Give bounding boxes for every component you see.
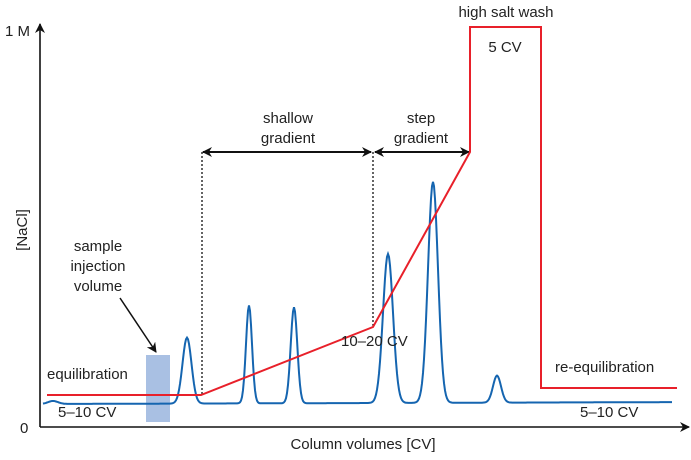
- high-salt-wash-volume: 5 CV: [488, 39, 522, 56]
- y-axis-label: [NaCl]: [13, 209, 31, 251]
- salt-concentration-line: [47, 26, 677, 396]
- sample-injection-arrow: [119, 297, 157, 353]
- sample-injection-label: sample injection volume: [70, 238, 126, 295]
- equilibration-volume: 5–10 CV: [58, 404, 117, 421]
- shallow-gradient-label: shallow gradient: [260, 110, 316, 147]
- equilibration-label: equilibration: [47, 366, 128, 383]
- chromatogram-trace: [42, 181, 672, 405]
- re-equilibration-label: re-equilibration: [555, 359, 655, 376]
- sample-injection-band: [146, 355, 170, 422]
- x-axis-label: Column volumes [CV]: [290, 436, 436, 453]
- re-equilibration-volume: 5–10 CV: [580, 404, 639, 421]
- step-gradient-label: step gradient: [393, 110, 449, 147]
- y-max-label: 1 M: [5, 23, 31, 40]
- y-min-label: 0: [20, 420, 29, 437]
- gradient-volume: 10–20 CV: [341, 333, 408, 350]
- high-salt-wash-label: high salt wash: [458, 4, 554, 21]
